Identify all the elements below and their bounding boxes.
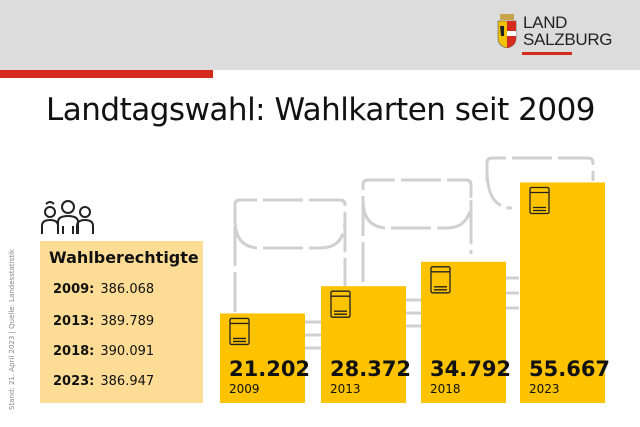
eligible-year: 2013:	[53, 314, 95, 329]
eligible-voters-box: Wahlberechtigte 2009: 386.068 2013: 389.78…	[40, 241, 203, 403]
bar-value-label: 21.202	[229, 357, 310, 381]
bar-year-label: 2013	[330, 382, 361, 396]
logo-line-2: SALZBURG	[523, 30, 613, 49]
eligible-value: 389.789	[100, 314, 155, 329]
logo-line-1: LAND	[523, 13, 568, 32]
header-bar	[0, 0, 640, 70]
people-icon	[41, 200, 94, 234]
bar-year-label: 2018	[430, 382, 461, 396]
ballot-envelope-icon	[229, 317, 250, 346]
ballot-envelope-icon	[529, 186, 550, 215]
eligible-year: 2018:	[53, 344, 95, 359]
eligible-year: 2009:	[53, 282, 95, 297]
page-title: Landtagswahl: Wahlkarten seit 2009	[46, 92, 596, 128]
eligible-value: 386.068	[100, 282, 155, 297]
bar-2018	[421, 261, 506, 403]
eligible-value: 390.091	[100, 344, 155, 359]
eligible-row: 2013: 389.789	[53, 314, 154, 329]
bar-value-label: 28.372	[330, 357, 411, 381]
logo-underline	[522, 52, 572, 55]
eligible-value: 386.947	[100, 374, 155, 389]
eligible-row: 2018: 390.091	[53, 344, 154, 359]
bar-value-label: 34.792	[430, 357, 511, 381]
ballot-envelope-icon	[330, 290, 351, 318]
ballot-envelope-icon	[430, 266, 451, 294]
land-salzburg-logo: LAND SALZBURG	[497, 13, 613, 49]
bar-value-label: 55.667	[529, 357, 610, 381]
eligible-row: 2023: 386.947	[53, 374, 154, 389]
bar-year-label: 2009	[229, 382, 260, 396]
accent-bar	[0, 70, 213, 78]
coat-of-arms-icon	[497, 14, 517, 48]
eligible-year: 2023:	[53, 374, 95, 389]
eligible-heading: Wahlberechtigte	[49, 248, 199, 267]
envelope-outlines	[233, 156, 595, 350]
bar-2023	[520, 182, 605, 403]
bar-year-label: 2023	[529, 382, 560, 396]
eligible-row: 2009: 386.068	[53, 282, 154, 297]
bar-2009	[220, 313, 305, 403]
bar-2013	[321, 286, 406, 403]
